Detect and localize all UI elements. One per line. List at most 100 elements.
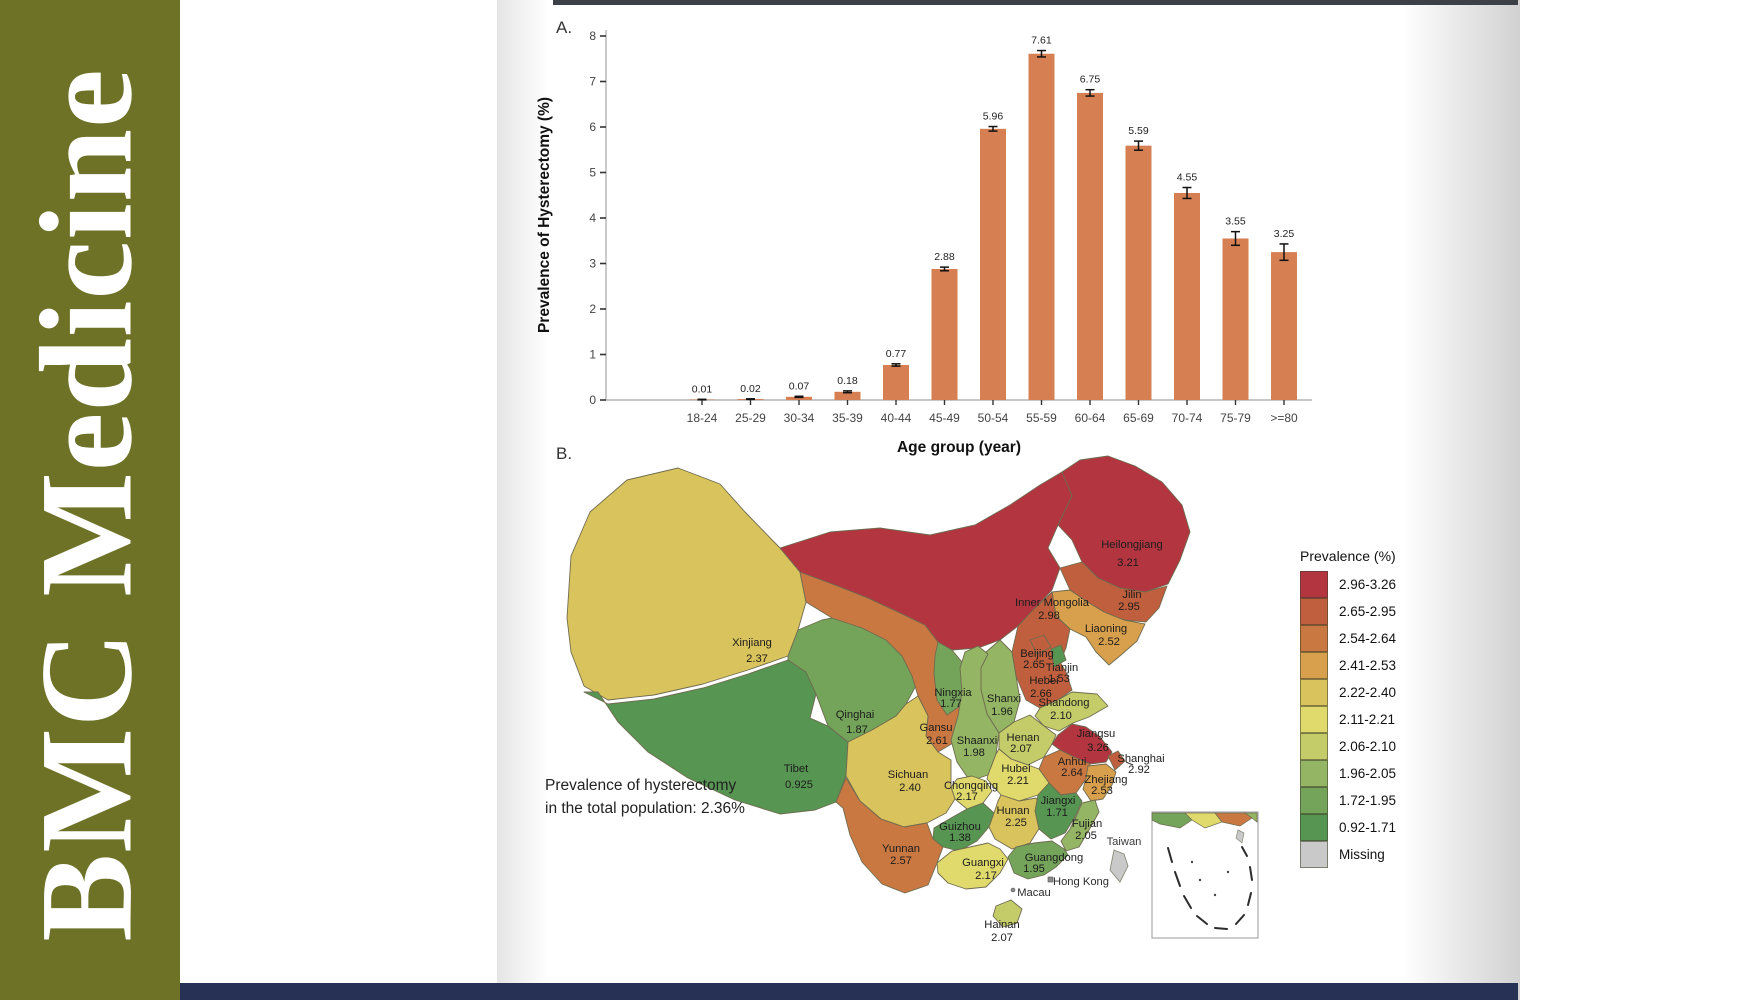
inset-island-dot xyxy=(1198,878,1202,882)
inset-dash-line xyxy=(1183,895,1192,909)
province-value-label: 2.64 xyxy=(1061,767,1083,779)
bar-65-69 xyxy=(1125,145,1152,400)
total-prevalence-note-line2: in the total population: 2.36% xyxy=(545,800,745,818)
macau-marker xyxy=(1010,887,1016,893)
legend-swatch xyxy=(1300,597,1328,625)
legend-range-label: 2.06-2.10 xyxy=(1339,739,1397,754)
x-tick-label: 70-74 xyxy=(1172,411,1203,425)
panel-a-label: A. xyxy=(556,18,573,37)
province-hainan xyxy=(992,899,1023,928)
legend-item: 1.72-1.95 xyxy=(1300,786,1420,814)
bar-value-label: 0.01 xyxy=(692,383,713,395)
province-value-label: 2.17 xyxy=(956,791,978,803)
province-value-label: 2.95 xyxy=(1118,601,1140,613)
x-axis-title: Age group (year) xyxy=(897,439,1021,456)
bar-value-label: 0.02 xyxy=(740,383,761,395)
bmc-banner: BMC Medicine xyxy=(0,0,180,1000)
province-shandong xyxy=(1034,691,1109,732)
legend-item: 2.96-3.26 xyxy=(1300,570,1420,598)
inset-dash-line xyxy=(1167,847,1173,863)
y-axis-title: Prevalence of Hysterectomy (%) xyxy=(536,97,553,333)
legend-item-missing: Missing xyxy=(1300,840,1420,868)
bar-value-label: 2.88 xyxy=(934,251,955,263)
legend-swatch xyxy=(1300,732,1328,760)
legend-range-label: 2.22-2.40 xyxy=(1339,685,1397,700)
province-name-label: Yunnan xyxy=(882,843,920,855)
province-value-label: 1.98 xyxy=(963,747,985,759)
province-value-label: 2.98 xyxy=(1038,610,1060,622)
province-value-label: 1.53 xyxy=(1048,673,1070,685)
bar-value-label: 0.07 xyxy=(789,380,810,392)
province-value-label: 3.21 xyxy=(1117,557,1139,569)
y-tick-label: 5 xyxy=(589,166,596,180)
x-tick-label: 40-44 xyxy=(881,411,912,425)
province-name-label: Heilongjiang xyxy=(1101,539,1163,551)
province-shanghai xyxy=(1107,750,1126,771)
province-guangdong xyxy=(1007,840,1069,880)
province-value-label: 2.61 xyxy=(926,735,948,747)
legend-swatch xyxy=(1300,813,1328,841)
province-liaoning xyxy=(1051,589,1146,666)
bar-value-label: 5.59 xyxy=(1128,125,1149,137)
x-tick-label: 55-59 xyxy=(1026,411,1057,425)
y-tick-label: 0 xyxy=(589,393,596,407)
inset-dash-line xyxy=(1249,866,1253,881)
inset-island-dot xyxy=(1190,860,1194,864)
inset-dash-line xyxy=(1174,871,1181,887)
legend-range-label: 2.65-2.95 xyxy=(1339,604,1397,619)
province-tianjin xyxy=(1050,644,1067,668)
legend-range-label: Missing xyxy=(1339,847,1385,862)
legend-item: 2.06-2.10 xyxy=(1300,732,1420,760)
province-value-label: 2.92 xyxy=(1128,764,1150,776)
province-value-label: 2.17 xyxy=(975,870,997,882)
province-value-label: 2.65 xyxy=(1023,659,1045,671)
bar-75-79 xyxy=(1222,238,1249,400)
bar-55-59 xyxy=(1028,53,1055,401)
bar-50-54 xyxy=(980,128,1006,400)
province-taiwan xyxy=(1109,849,1129,883)
province-name-label: Fujian xyxy=(1072,818,1102,830)
page-top-rule xyxy=(553,0,1518,5)
legend-swatch xyxy=(1300,786,1328,814)
bar-45-49 xyxy=(931,268,958,400)
legend-range-label: 1.72-1.95 xyxy=(1339,793,1397,808)
inset-taiwan xyxy=(1235,829,1245,844)
x-tick-label: 18-24 xyxy=(687,411,718,425)
province-name-label: Guizhou xyxy=(939,821,981,833)
province-xinjiang xyxy=(566,467,807,701)
y-tick-label: 2 xyxy=(589,302,596,316)
province-inner-mongolia xyxy=(779,471,1073,651)
legend-swatch xyxy=(1300,840,1328,868)
x-tick-label: 60-64 xyxy=(1075,411,1106,425)
province-value-label: 2.37 xyxy=(746,653,768,665)
inset-coast-fragment xyxy=(1243,812,1258,823)
page-footer-bar xyxy=(180,983,1518,1000)
legend-item: 2.11-2.21 xyxy=(1300,705,1420,733)
province-zhejiang xyxy=(1082,763,1117,802)
province-name-label: Shandong xyxy=(1038,697,1089,709)
province-beijing xyxy=(1029,634,1052,655)
province-value-label: 2.40 xyxy=(899,782,921,794)
bar-value-label: 0.18 xyxy=(837,375,858,387)
x-tick-label: 50-54 xyxy=(978,411,1009,425)
province-value-label: 2.66 xyxy=(1030,688,1052,700)
province-yunnan xyxy=(835,777,944,894)
province-value-label: 1.38 xyxy=(949,832,971,844)
province-value-label: 2.52 xyxy=(1098,636,1120,648)
province-value-label: 2.53 xyxy=(1091,785,1113,797)
bar-40-44 xyxy=(883,364,909,400)
province-name-label: Qinghai xyxy=(836,709,875,721)
bar-value-label: 3.25 xyxy=(1274,228,1295,240)
province-ningxia xyxy=(933,641,966,716)
province-name-label: Beijing xyxy=(1020,648,1054,660)
province-name-label: Shanghai xyxy=(1117,753,1164,765)
legend-range-label: 2.41-2.53 xyxy=(1339,658,1397,673)
province-value-label: 2.57 xyxy=(890,855,912,867)
province-name-label: Liaoning xyxy=(1085,623,1127,635)
legend-item: 0.92-1.71 xyxy=(1300,813,1420,841)
taiwan-label: Taiwan xyxy=(1107,836,1142,848)
inset-dash-line xyxy=(1214,927,1228,930)
province-name-label: Inner Mongolia xyxy=(1015,597,1090,609)
legend-range-label: 2.54-2.64 xyxy=(1339,631,1397,646)
